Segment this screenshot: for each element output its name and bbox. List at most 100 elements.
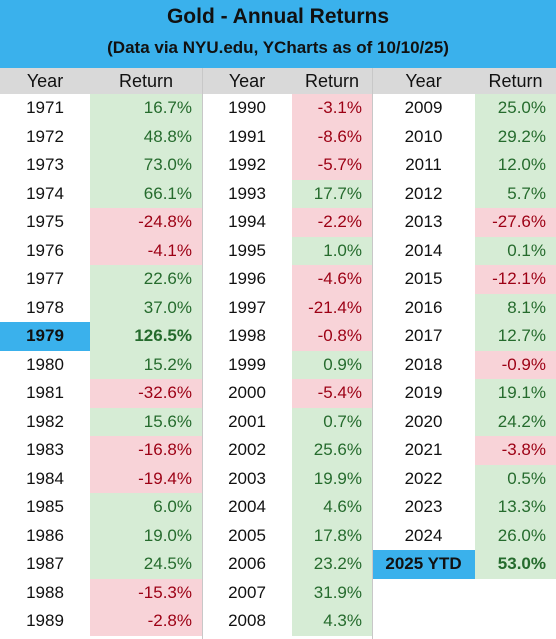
return-cell: 24.5%	[90, 550, 202, 579]
column-header-return: Return	[475, 68, 556, 94]
column-header-return: Return	[90, 68, 202, 94]
return-cell: -21.4%	[292, 293, 372, 322]
year-cell: 2001	[228, 411, 266, 431]
return-cell: 23.2%	[292, 550, 372, 579]
year-cell: 1977	[26, 269, 64, 288]
return-cell: 15.6%	[90, 407, 202, 436]
return-cell: -12.1%	[475, 265, 556, 294]
year-cell: 1998	[228, 326, 266, 345]
return-cell: -2.8%	[90, 607, 202, 636]
column-divider	[202, 68, 203, 639]
return-cell: -3.1%	[292, 94, 372, 123]
return-cell: 4.3%	[292, 607, 372, 636]
year-cell: 1996	[228, 269, 266, 288]
return-cell: 0.5%	[475, 464, 556, 493]
year-cell: 1975	[26, 212, 64, 231]
year-cell: 1987	[26, 554, 64, 573]
return-cell: 15.2%	[90, 350, 202, 379]
year-cell: 2022	[404, 468, 443, 488]
year-cell: 1978	[26, 297, 64, 317]
year-cell: 2016	[404, 297, 443, 317]
year-cell: 1973	[26, 155, 64, 174]
year-cell: 2019	[404, 383, 443, 402]
return-cell: 0.7%	[292, 407, 372, 436]
page-title: Gold - Annual Returns	[166, 5, 390, 28]
year-cell: 2011	[405, 155, 442, 174]
return-cell: 126.5%	[90, 322, 202, 351]
year-cell: 1986	[26, 525, 64, 545]
year-cell: 1991	[228, 126, 266, 146]
column-divider	[372, 68, 373, 639]
year-cell: 2006	[228, 554, 266, 573]
year-cell: 2015	[404, 269, 443, 288]
return-cell: 1.0%	[292, 236, 372, 265]
return-cell: 53.0%	[475, 550, 556, 579]
year-cell: 2012	[404, 183, 443, 203]
return-cell: 19.1%	[475, 379, 556, 408]
return-cell: 37.0%	[90, 293, 202, 322]
return-cell: -5.7%	[292, 151, 372, 180]
return-cell: 48.8%	[90, 122, 202, 151]
year-cell: 2005	[228, 525, 266, 545]
year-cell: 1992	[228, 155, 266, 174]
return-cell: 66.1%	[90, 179, 202, 208]
return-cell: 25.0%	[475, 94, 556, 123]
return-cell: -5.4%	[292, 379, 372, 408]
year-cell: 1995	[228, 240, 266, 260]
return-cell: -8.6%	[292, 122, 372, 151]
year-cell: 2017	[404, 326, 443, 345]
column-header-return: Return	[292, 68, 372, 94]
year-cell: 1988	[26, 582, 64, 602]
year-cell: 2025 YTD	[372, 550, 475, 579]
column-header-year: Year	[202, 68, 292, 94]
return-cell: -32.6%	[90, 379, 202, 408]
year-cell: 1984	[26, 468, 64, 488]
return-cell: 0.1%	[475, 236, 556, 265]
year-cell: 2008	[228, 611, 266, 630]
year-cell: 1997	[228, 297, 266, 317]
return-cell: -16.8%	[90, 436, 202, 465]
return-cell: 17.7%	[292, 179, 372, 208]
return-cell: -3.8%	[475, 436, 556, 465]
return-cell: 12.7%	[475, 322, 556, 351]
return-cell: 0.9%	[292, 350, 372, 379]
column-header-year: Year	[0, 68, 90, 94]
return-cell: 12.0%	[475, 151, 556, 180]
year-cell: 1979	[0, 322, 90, 351]
year-cell: 2007	[228, 582, 266, 602]
year-cell: 1971	[26, 98, 64, 117]
year-cell: 1980	[26, 354, 64, 374]
year-cell: 2010	[404, 126, 443, 146]
year-cell: 1982	[26, 411, 64, 431]
year-cell: 2020	[404, 411, 443, 431]
year-cell: 2004	[228, 497, 266, 516]
year-cell: 1974	[26, 183, 64, 203]
return-cell: -0.9%	[475, 350, 556, 379]
return-cell: -15.3%	[90, 578, 202, 607]
year-cell: 1983	[26, 440, 64, 459]
return-cell: 73.0%	[90, 151, 202, 180]
year-cell: 2014	[404, 240, 443, 260]
year-cell: 2000	[228, 383, 266, 402]
year-cell: 1976	[26, 240, 64, 260]
return-cell: 5.7%	[475, 179, 556, 208]
year-cell: 2013	[404, 212, 443, 231]
year-cell: 1993	[228, 183, 266, 203]
year-cell: 1981	[26, 383, 64, 402]
return-cell: 13.3%	[475, 493, 556, 522]
return-cell: 4.6%	[292, 493, 372, 522]
return-cell: -19.4%	[90, 464, 202, 493]
return-cell: 19.0%	[90, 521, 202, 550]
year-cell: 1994	[228, 212, 266, 231]
table-header-banner: Gold - Annual Returns (Data via NYU.edu,…	[0, 0, 556, 68]
return-cell: -4.1%	[90, 236, 202, 265]
column-header-year: Year	[372, 68, 475, 94]
return-cell: 31.9%	[292, 578, 372, 607]
year-cell: 1972	[26, 126, 64, 146]
return-cell: 22.6%	[90, 265, 202, 294]
year-cell: 2021	[404, 440, 443, 459]
return-cell: -27.6%	[475, 208, 556, 237]
return-cell: 17.8%	[292, 521, 372, 550]
year-cell: 2023	[404, 497, 443, 516]
year-cell: 1990	[228, 98, 266, 117]
